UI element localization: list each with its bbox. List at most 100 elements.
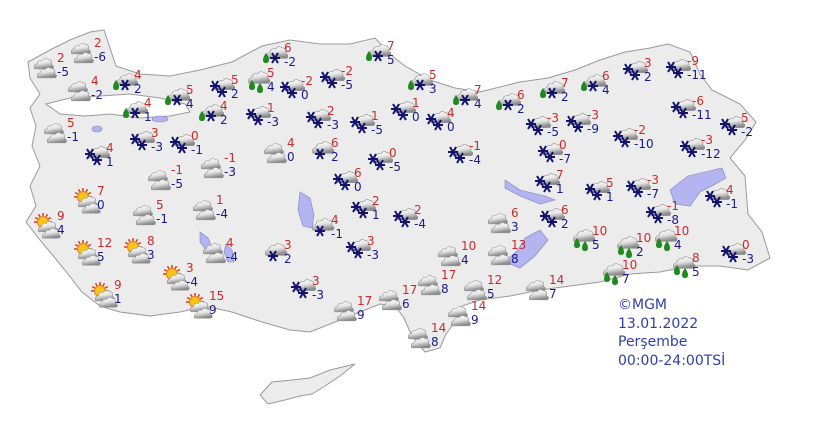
snowflake-icon — [333, 173, 343, 185]
weather-station: 12 5 — [463, 274, 513, 309]
egirdir-lake — [223, 243, 235, 263]
rain-drop-icon — [618, 245, 624, 255]
max-temperature: 3 — [367, 234, 375, 248]
min-temperature: -11 — [687, 68, 707, 82]
min-temperature: -5 — [371, 123, 383, 137]
rain-drop-icon — [656, 238, 662, 248]
snowflake-icon — [253, 114, 263, 126]
cloud-snow-icon — [585, 181, 610, 201]
cloudy-icon — [200, 158, 224, 179]
snowflake-icon — [592, 189, 602, 201]
min-temperature: -5 — [389, 160, 401, 174]
cloud-icon — [499, 93, 521, 106]
snowflake-icon — [646, 206, 656, 218]
min-temperature: -3 — [327, 118, 339, 132]
cloud-icon — [490, 222, 511, 234]
cloudy-icon — [487, 213, 511, 234]
cloud-snow-icon — [333, 171, 358, 191]
max-temperature: 5 — [606, 176, 614, 190]
cloud-snow-icon — [306, 109, 331, 129]
forecast-day: Perşembe — [618, 334, 688, 350]
rain-drop-icon — [612, 275, 618, 285]
max-temperature: 13 — [511, 238, 527, 252]
cloud-snow-icon — [130, 131, 155, 151]
snowflake-icon — [346, 241, 356, 253]
snowflake-icon — [547, 87, 557, 99]
cloud-snowflake-icon — [265, 243, 288, 262]
snowflake-icon — [671, 101, 681, 113]
cloud-icon — [36, 67, 57, 79]
max-temperature: 12 — [97, 236, 113, 250]
max-temperature: 5 — [156, 198, 164, 212]
cloud-snow-icon — [426, 111, 451, 131]
cloud-icon — [70, 43, 91, 55]
max-temperature: 4 — [287, 136, 295, 150]
weather-station: 14 7 — [525, 274, 575, 309]
snowflake-icon — [393, 210, 403, 222]
max-temperature: 17 — [402, 283, 418, 297]
min-temperature: -10 — [634, 137, 654, 151]
cloud-snow-icon — [368, 151, 393, 171]
cloud-icon — [407, 328, 428, 340]
max-temperature: 0 — [742, 238, 750, 252]
snowflake-icon — [375, 159, 385, 171]
snowflake-icon — [268, 250, 278, 262]
min-temperature: 5 — [592, 238, 600, 252]
max-temperature: 4 — [447, 106, 455, 120]
snowflake-icon — [327, 77, 337, 89]
min-temperature: 4 — [474, 97, 482, 111]
cloudy-icon — [67, 81, 91, 102]
snowflake-icon — [680, 140, 690, 152]
cloudy-icon — [487, 245, 511, 266]
max-temperature: 10 — [592, 224, 608, 238]
cloud-icon — [381, 299, 402, 311]
rain-drop-icon — [113, 80, 119, 90]
min-temperature: -1 — [331, 227, 343, 241]
cloudy-icon — [192, 200, 216, 221]
min-temperature: -5 — [171, 177, 183, 191]
max-temperature: 0 — [389, 146, 397, 160]
min-temperature: 8 — [431, 335, 439, 349]
cloud-icon — [192, 200, 213, 212]
cloud-rain-snow-icon — [453, 88, 478, 106]
cloud-snow-icon — [666, 59, 691, 79]
cloudy-icon — [417, 275, 441, 296]
cyprus-island — [259, 363, 356, 405]
weather-station: 17 6 — [378, 283, 428, 319]
cloud-icon — [584, 74, 606, 87]
cloud-icon — [170, 280, 190, 291]
snowflake-icon — [120, 79, 130, 91]
cloud-icon — [378, 290, 399, 302]
min-temperature: 5 — [387, 53, 395, 67]
cloud-rain-snow-icon — [263, 46, 288, 64]
min-temperature: 1 — [106, 155, 114, 169]
max-temperature: 1 — [267, 101, 275, 115]
max-temperature: -9 — [687, 54, 699, 68]
max-temperature: 4 — [91, 74, 99, 88]
min-temperature: 0 — [97, 198, 105, 212]
max-temperature: 14 — [431, 321, 447, 335]
max-temperature: 2 — [94, 36, 102, 50]
cloudy-icon — [437, 246, 461, 267]
weather-station: 10 7 — [598, 258, 648, 294]
max-temperature: 10 — [622, 258, 638, 272]
min-temperature: -1 — [726, 197, 738, 211]
weather-station: 1 -4 — [192, 194, 242, 229]
snowflake-icon — [573, 121, 583, 133]
min-temperature: 1 — [556, 182, 564, 196]
snowflake-icon — [246, 108, 256, 120]
snowflake-icon — [538, 145, 548, 157]
max-temperature: -1 — [171, 163, 183, 177]
weather-station: 13 8 — [487, 238, 537, 274]
snowflake-icon — [287, 87, 297, 99]
weather-station: -2 0 — [277, 75, 327, 110]
max-temperature: 17 — [441, 268, 457, 282]
max-temperature: 5 — [186, 83, 194, 97]
